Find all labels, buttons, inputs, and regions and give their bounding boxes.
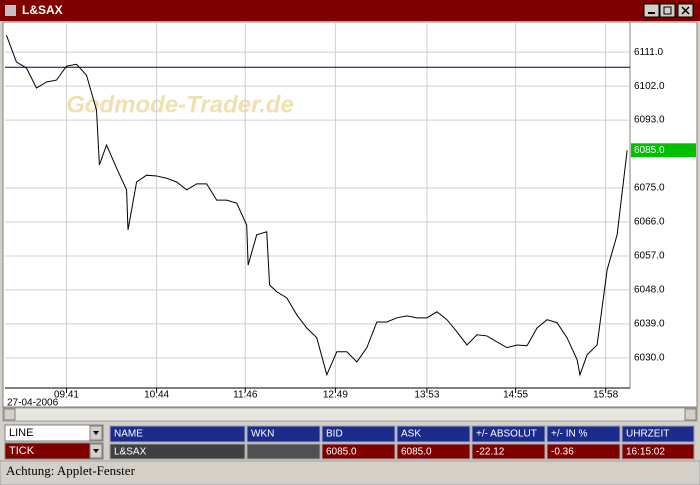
style-dropdown[interactable] [4, 424, 104, 442]
header-cell [621, 425, 695, 443]
header-cell [471, 425, 546, 443]
table-cell [321, 443, 396, 460]
status-bar [0, 460, 700, 485]
price-line [5, 35, 628, 377]
window-icon [5, 5, 16, 16]
scroll-right[interactable] [684, 408, 697, 421]
cell-text: 16:15:02 [626, 447, 665, 458]
y-tick-label: 6039.0 [634, 318, 665, 329]
scrollbar[interactable] [2, 407, 698, 422]
y-tick-label: 6093.0 [634, 115, 665, 126]
header-text: ASK [401, 429, 421, 440]
minimize-button[interactable] [643, 3, 660, 18]
cell-text: L&SAX [114, 447, 147, 458]
header-text: NAME [114, 429, 143, 440]
table-cell [471, 443, 546, 460]
x-tick-label: 15:58 [593, 390, 618, 401]
table-cell [246, 443, 321, 460]
header-cell [396, 425, 471, 443]
x-tick-label: 09:41 [54, 390, 79, 401]
table-cell [396, 443, 471, 460]
table-cell [621, 443, 695, 460]
x-tick-label: 12:49 [323, 390, 348, 401]
cell-text: 6085.0 [401, 447, 432, 458]
maximize-button[interactable] [659, 3, 676, 18]
y-tick-label: 6048.0 [634, 285, 665, 296]
y-tick-label: 6030.0 [634, 352, 665, 363]
header-cell [246, 425, 321, 443]
style-value: LINE [9, 427, 33, 439]
y-tick-label: 6111.0 [634, 47, 664, 58]
window-buttons [643, 3, 694, 18]
y-tick-label: 6075.0 [634, 183, 665, 194]
title-bar [0, 0, 700, 21]
header-text: UHRZEIT [626, 429, 669, 440]
cell-text: -0.36 [551, 447, 574, 458]
watermark: Godmode-Trader.de [66, 91, 294, 118]
x-tick-label: 11:46 [233, 390, 258, 401]
status-text: Achtung: Applet-Fenster [6, 463, 136, 478]
date-label: 27-04-2006 [7, 398, 59, 409]
window-title: L&SAX [22, 3, 63, 17]
header-text: +/- ABSOLUT [476, 429, 537, 440]
cell-text: 6085.0 [326, 447, 357, 458]
cell-text: -22.12 [476, 447, 505, 458]
x-tick-label: 14:55 [503, 390, 528, 401]
table-cell [109, 443, 246, 460]
last-value-box [631, 143, 696, 158]
scroll-left[interactable] [3, 408, 16, 421]
header-cell [109, 425, 246, 443]
header-text: WKN [251, 429, 274, 440]
interval-dropdown[interactable] [4, 442, 104, 460]
header-cell [321, 425, 396, 443]
interval-value: TICK [9, 445, 35, 457]
x-tick-label: 13:53 [414, 390, 439, 401]
last-value-label: 6085.0 [634, 145, 665, 156]
y-tick-label: 6102.0 [634, 81, 665, 92]
header-text: +/- IN % [551, 429, 588, 440]
x-tick-label: 10:44 [144, 390, 169, 401]
header-text: BID [326, 429, 343, 440]
header-cell [546, 425, 621, 443]
y-tick-label: 6057.0 [634, 251, 665, 262]
table-cell [546, 443, 621, 460]
y-tick-label: 6066.0 [634, 217, 665, 228]
